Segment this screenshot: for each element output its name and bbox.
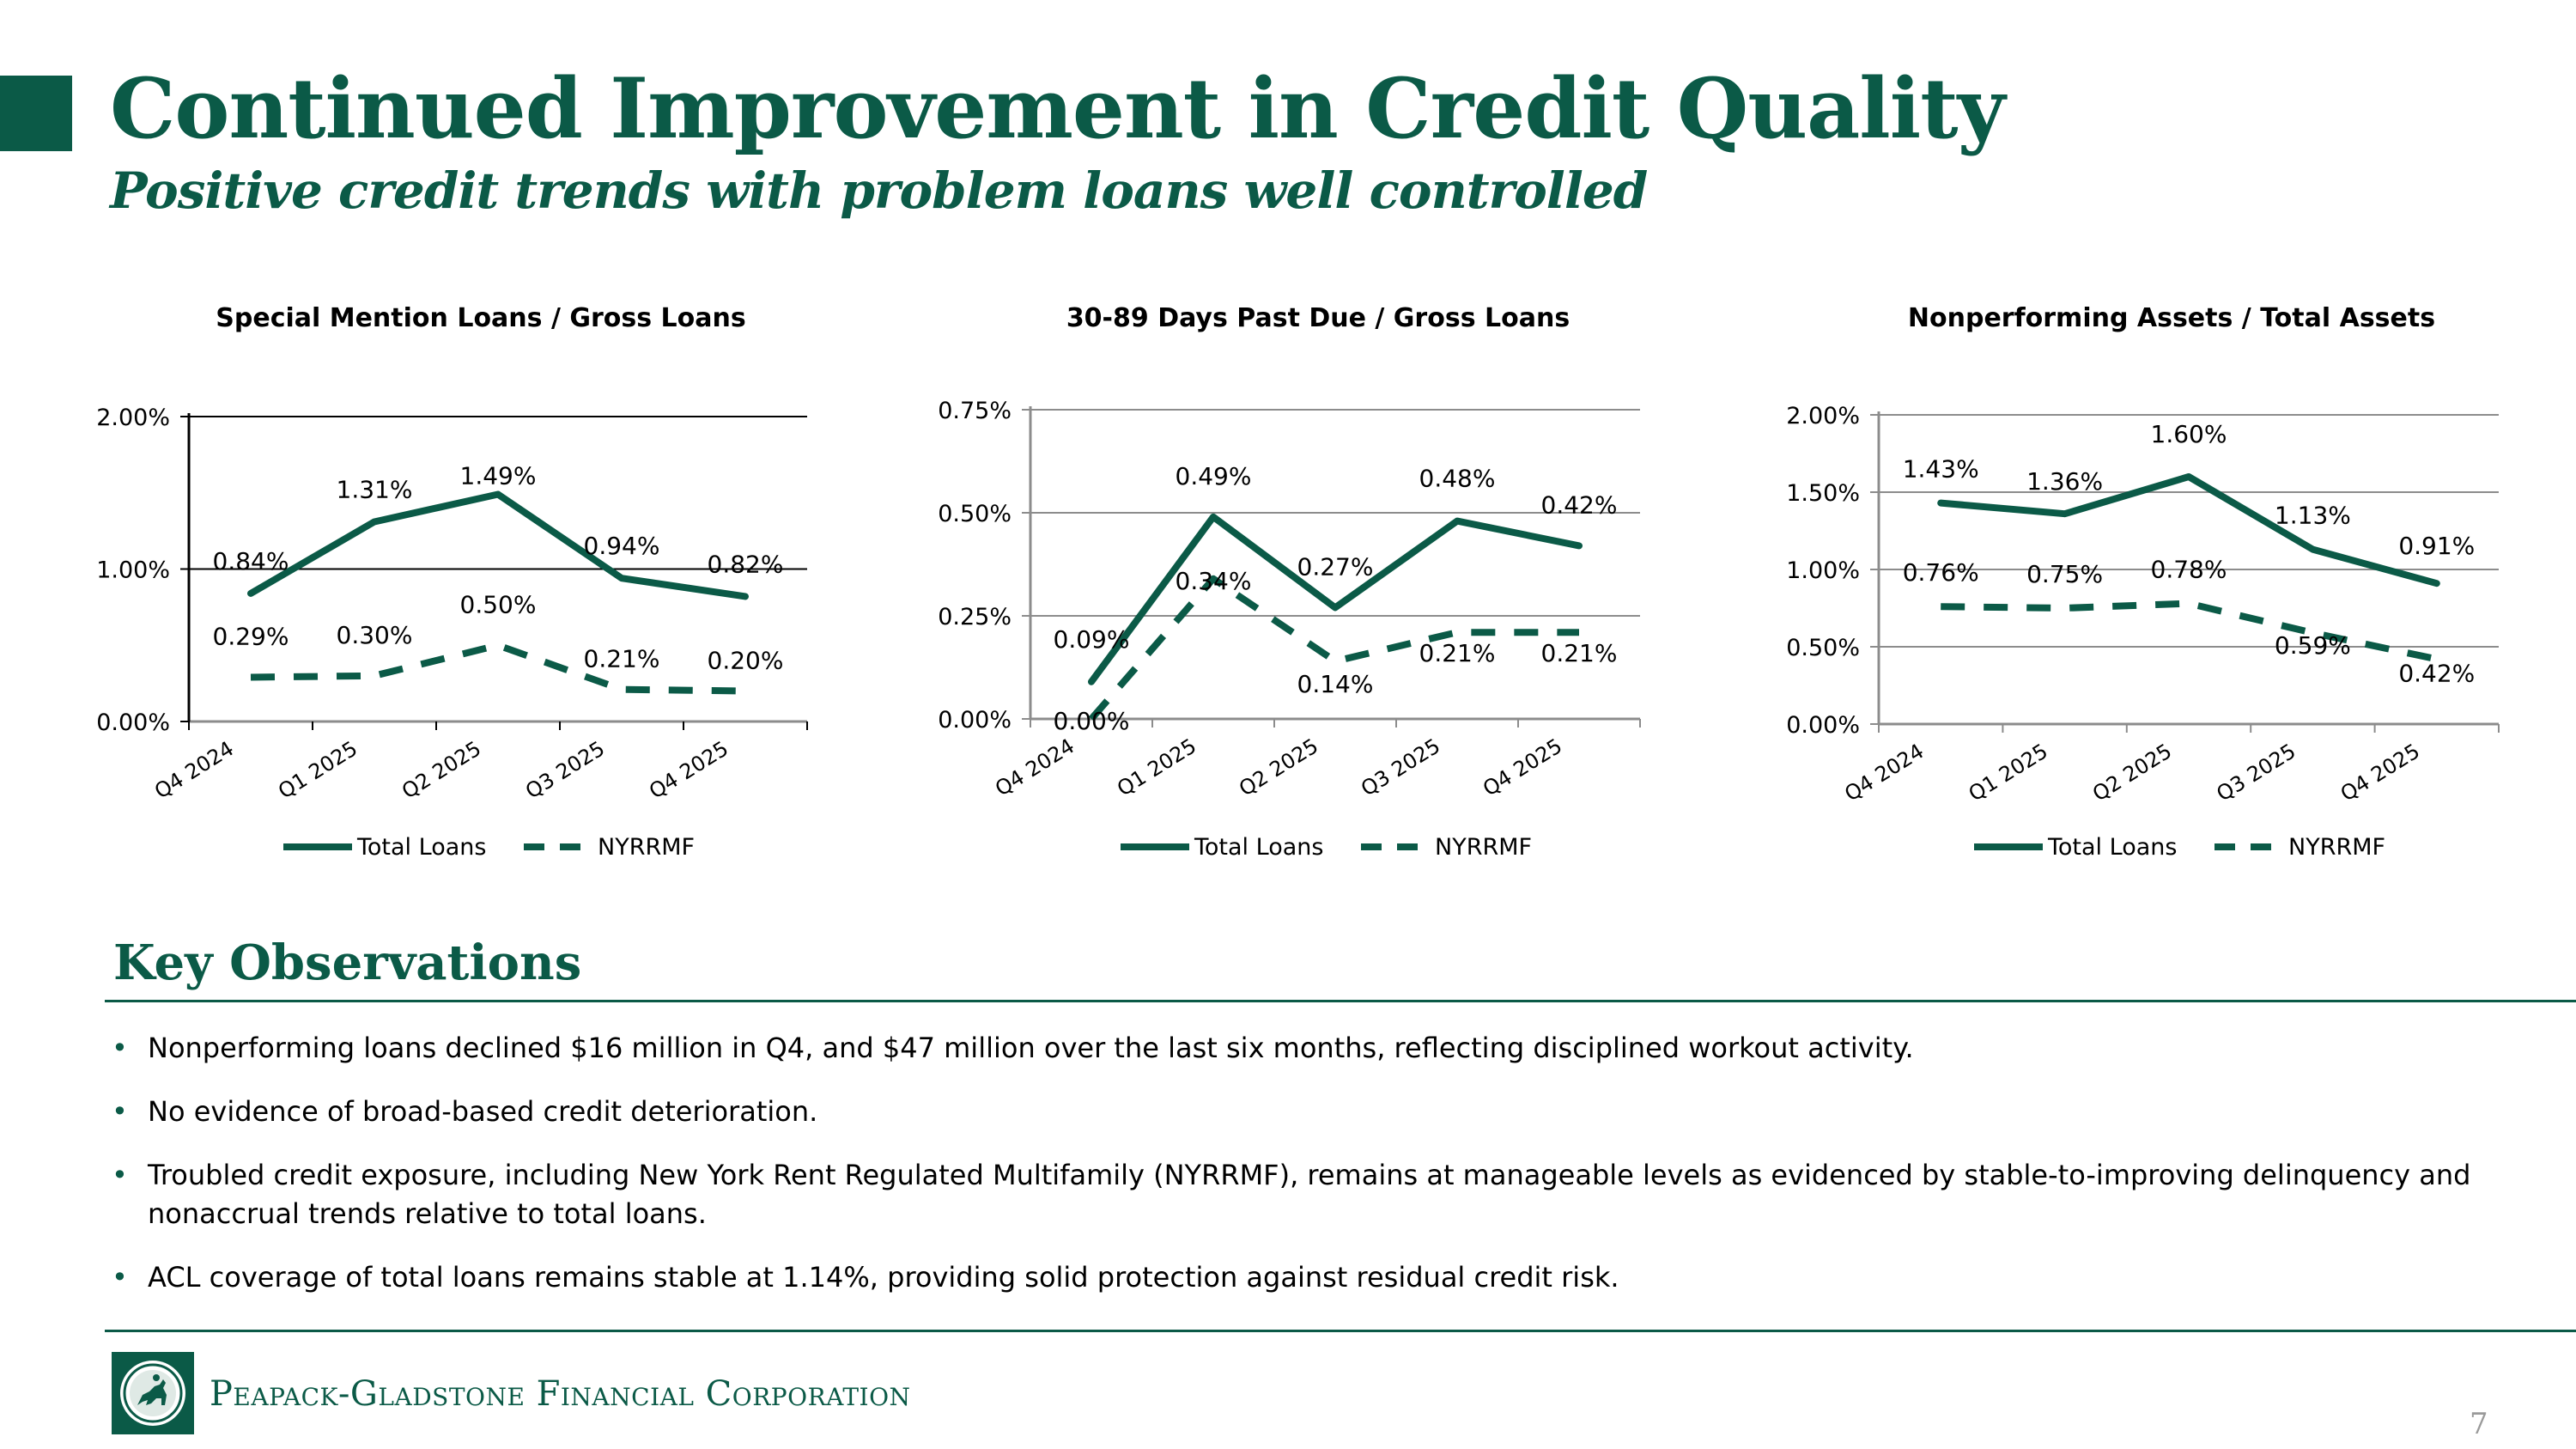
y-tick-label: 2.00% [96, 405, 170, 431]
x-tick-label: Q4 2025 [645, 736, 732, 803]
data-label: 0.27% [1297, 552, 1374, 581]
y-tick-label: 0.00% [938, 707, 1012, 734]
chart-svg: Nonperforming Assets / Total Assets 0.00%… [1786, 303, 2500, 861]
y-tick-label: 2.00% [1786, 403, 1860, 429]
slide-title: Continued Improvement in Credit Quality [110, 60, 2005, 157]
bullet-icon: • [112, 1032, 128, 1064]
data-label: 0.42% [2398, 659, 2475, 687]
data-label: 0.00% [1054, 707, 1130, 735]
chart-title: Special Mention Loans / Gross Loans [216, 303, 745, 333]
x-tick-label: Q1 2025 [1113, 734, 1200, 801]
data-label: 1.13% [2275, 502, 2351, 530]
series-line [1937, 473, 2440, 588]
y-tick-label: 0.50% [938, 501, 1012, 527]
legend-label: Total Loans [356, 834, 486, 861]
data-label: 0.29% [213, 623, 289, 651]
data-label: 0.84% [213, 547, 289, 575]
data-label: 0.94% [584, 532, 660, 560]
legend-label: NYRRMF [598, 834, 695, 861]
x-tick-label: Q2 2025 [398, 736, 485, 803]
observation-item: • No evidence of broad-based credit deter… [108, 1093, 2555, 1131]
key-observations-heading: Key Observations [113, 935, 582, 991]
data-label: 0.48% [1419, 465, 1496, 493]
x-tick-label: Q3 2025 [521, 736, 609, 803]
data-label: 0.09% [1054, 625, 1130, 654]
company-name: Peapack-Gladstone Financial Corporation [210, 1374, 911, 1414]
past-due-chart: 30-89 Days Past Due / Gross Loans 0.00% 0.… [893, 283, 1717, 885]
data-label: 0.59% [2275, 631, 2351, 660]
observations-top-rule [105, 1000, 2576, 1002]
y-tick-label: 1.00% [1786, 557, 1860, 584]
x-tick-label: Q1 2025 [1965, 739, 2052, 806]
x-tick-label: Q4 2024 [991, 734, 1078, 801]
series-line [1088, 513, 1583, 685]
y-tick-label: 1.00% [96, 557, 170, 584]
data-label: 1.31% [337, 475, 413, 503]
data-label: 1.36% [2026, 467, 2103, 496]
data-label: 0.50% [460, 590, 537, 618]
x-tick-label: Q4 2024 [1840, 739, 1928, 806]
data-label: 0.20% [708, 647, 784, 675]
x-tick-label: Q4 2025 [2336, 739, 2424, 806]
data-label: 0.21% [1419, 639, 1496, 667]
data-label: 0.49% [1176, 462, 1252, 490]
x-tick-label: Q3 2025 [2212, 739, 2300, 806]
bullet-icon: • [112, 1261, 128, 1294]
observation-item: • ACL coverage of total loans remains sta… [108, 1258, 2555, 1297]
chart-svg: 30-89 Days Past Due / Gross Loans 0.00% 0.… [938, 303, 1641, 861]
observation-item: • Nonperforming loans declined $16 millio… [108, 1029, 2555, 1068]
legend-label: NYRRMF [2288, 834, 2385, 861]
data-label: 0.78% [2151, 556, 2227, 584]
legend-label: NYRRMF [1435, 834, 1532, 861]
page-number: 7 [2470, 1407, 2488, 1441]
series-line [1941, 600, 2438, 663]
legend-label: Total Loans [1194, 834, 1323, 861]
y-tick-label: 0.50% [1786, 635, 1860, 661]
data-label: 0.21% [584, 645, 660, 673]
data-label: 0.76% [1903, 558, 1979, 587]
chart-svg: Special Mention Loans / Gross Loans 0.00%… [96, 303, 808, 861]
observation-item: • Troubled credit exposure, including New… [108, 1156, 2555, 1233]
footer-rule [105, 1330, 2576, 1332]
data-label: 1.60% [2151, 420, 2227, 448]
x-tick-label: Q4 2025 [1479, 734, 1566, 801]
nonperforming-assets-chart: Nonperforming Assets / Total Assets 0.00%… [1735, 283, 2559, 885]
slide-subtitle: Positive credit trends with problem loan… [110, 161, 1648, 220]
data-label: 0.34% [1176, 567, 1252, 595]
data-label: 0.21% [1541, 639, 1618, 667]
data-label: 0.14% [1297, 670, 1374, 698]
title-accent-block [0, 76, 72, 151]
y-tick-label: 0.25% [938, 604, 1012, 630]
x-tick-label: Q2 2025 [2088, 739, 2176, 806]
y-tick-label: 1.50% [1786, 480, 1860, 507]
data-label: 0.82% [708, 550, 784, 578]
data-label: 1.49% [460, 462, 537, 490]
data-label: 0.42% [1541, 490, 1618, 519]
x-tick-label: Q2 2025 [1235, 734, 1322, 801]
x-tick-label: Q4 2024 [150, 736, 238, 803]
data-label: 0.75% [2026, 560, 2103, 588]
series-line [250, 642, 746, 695]
x-tick-label: Q3 2025 [1357, 734, 1444, 801]
bullet-icon: • [112, 1159, 128, 1191]
data-label: 0.30% [337, 621, 413, 649]
legend-label: Total Loans [2047, 834, 2177, 861]
chart-title: 30-89 Days Past Due / Gross Loans [1066, 303, 1570, 333]
data-label: 0.91% [2398, 532, 2475, 560]
data-label: 1.43% [1903, 455, 1979, 484]
y-tick-label: 0.00% [1786, 712, 1860, 739]
x-tick-label: Q1 2025 [274, 736, 361, 803]
y-tick-label: 0.75% [938, 398, 1012, 424]
observations-list: • Nonperforming loans declined $16 millio… [108, 1029, 2555, 1322]
horse-rider-seal-icon [112, 1352, 194, 1434]
chart-title: Nonperforming Assets / Total Assets [1908, 303, 2435, 333]
special-mention-chart: Special Mention Loans / Gross Loans 0.00%… [52, 283, 876, 885]
series-line [247, 490, 749, 600]
y-tick-label: 0.00% [96, 709, 170, 736]
bullet-icon: • [112, 1095, 128, 1128]
